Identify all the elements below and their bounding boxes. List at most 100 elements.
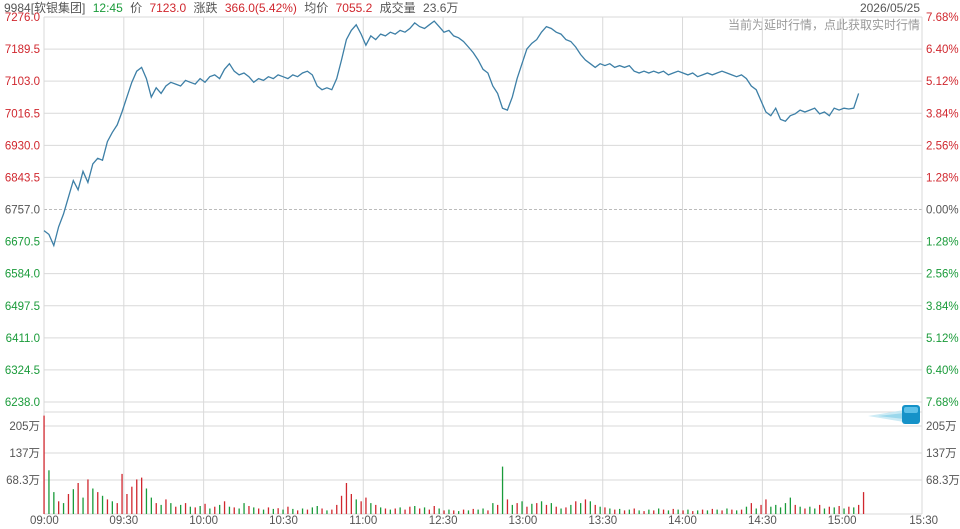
volume-bar [258,508,260,514]
volume-bar [58,501,60,515]
time-tick-label: 14:30 [748,515,777,527]
volume-bar [165,499,167,514]
price-tick-label: 7276.0 [5,12,40,24]
volume-bar [755,508,757,514]
volume-bar [150,497,152,514]
price-line-layer [43,20,860,248]
volume-bar [136,479,138,514]
price-tick-label: 7103.0 [5,76,40,88]
volume-tick-label-right: 68.3万 [926,475,960,487]
volume-bar [814,508,816,514]
volume-bar [501,466,504,514]
volume-bar [614,509,616,514]
volume-bar [292,508,294,514]
volume-bar [219,504,221,514]
time-tick-label: 10:00 [189,515,218,527]
percent-tick-label: 1.28% [926,172,959,184]
avg-price-label: 均价 [304,1,329,15]
volume-axis-labels: 205万 205万 137万 137万 68.3万 68.3万 [6,421,960,487]
volume-bar [682,510,684,514]
volume-bar [131,486,133,514]
stock-code-name: 9984[软银集团] [4,1,86,15]
expand-panel-icon[interactable] [868,404,922,426]
volume-bar [745,506,748,514]
volume-bar [43,415,45,514]
volume-bar [765,499,767,514]
volume-bar [536,503,538,514]
volume-bar [106,499,109,514]
volume-bar [209,508,211,514]
price-tick-label: 7189.5 [5,44,40,56]
volume-bar [404,509,406,514]
volume-bar [340,495,343,514]
volume-bar [184,503,187,514]
volume-bar [360,501,362,515]
volume-bar [462,509,465,514]
volume-bar [838,506,840,514]
volume-bar [550,503,552,514]
volume-bar [189,506,191,514]
volume-bar [589,501,591,515]
volume-bar [672,508,674,514]
price-value: 7123.0 [149,1,187,15]
price-tick-label: 6411.0 [6,333,40,345]
volume-bar [775,504,777,514]
percent-tick-label: 0.00% [926,205,959,217]
quote-header: 9984[软银集团] 12:45 价 7123.0 涨跌 366.0(5.42%… [4,0,462,16]
volume-bar [789,497,791,514]
volume-tick-label-left: 68.3万 [6,475,40,487]
volume-bar [648,509,650,514]
volume-bar [214,506,216,514]
volume-bar [97,492,99,514]
volume-bar [560,508,562,514]
time-tick-label: 12:30 [429,515,458,527]
volume-bar [82,497,84,514]
volume-bar [77,483,79,514]
volume-bar [414,506,416,514]
volume-bar [458,511,460,514]
volume-bar [575,501,577,515]
time-tick-label: 09:00 [30,515,59,527]
volume-bar [662,509,665,514]
volume-bar [453,510,455,514]
volume-bar [643,511,645,514]
volume-bar [350,494,352,514]
realtime-quote-link[interactable]: 当前为延时行情，点此获取实时行情 [727,18,920,32]
volume-bar [67,494,70,514]
volume-bar [126,494,128,514]
volume-bar [740,509,743,514]
volume-bar [804,508,806,514]
volume-bar [658,508,660,514]
volume-bar [389,509,391,514]
volume-bar [301,508,304,514]
volume-bar [570,504,572,514]
volume-bar [180,504,182,514]
price-tick-label: 6670.5 [5,237,40,249]
price-tick-label: 6757.0 [5,205,40,217]
volume-bar [526,506,528,514]
volume-bar [477,509,479,514]
volume-bar [770,506,772,514]
volume-bar [706,510,709,514]
volume-bar [101,495,104,514]
price-tick-label: 6930.0 [5,140,40,152]
volume-bar [321,508,323,514]
volume-bar [443,510,445,514]
volume-bar [223,501,226,515]
percent-tick-label: 1.28% [926,237,959,249]
percent-tick-label: 3.84% [926,301,959,313]
time-tick-label: 15:30 [909,515,938,527]
percent-tick-label: 2.56% [926,269,959,281]
volume-bar [853,507,855,514]
price-tick-label: 6843.5 [5,172,40,184]
volume-bar [667,510,670,514]
volume-bar [111,501,113,515]
volume-bar [487,510,489,514]
volume-bar [423,507,426,514]
volume-bar [121,473,123,514]
volume-bar [116,503,118,514]
volume-bar [345,483,348,514]
percent-tick-label: 2.56% [926,140,959,152]
volume-bar [516,503,518,514]
volume-bar [170,503,172,514]
